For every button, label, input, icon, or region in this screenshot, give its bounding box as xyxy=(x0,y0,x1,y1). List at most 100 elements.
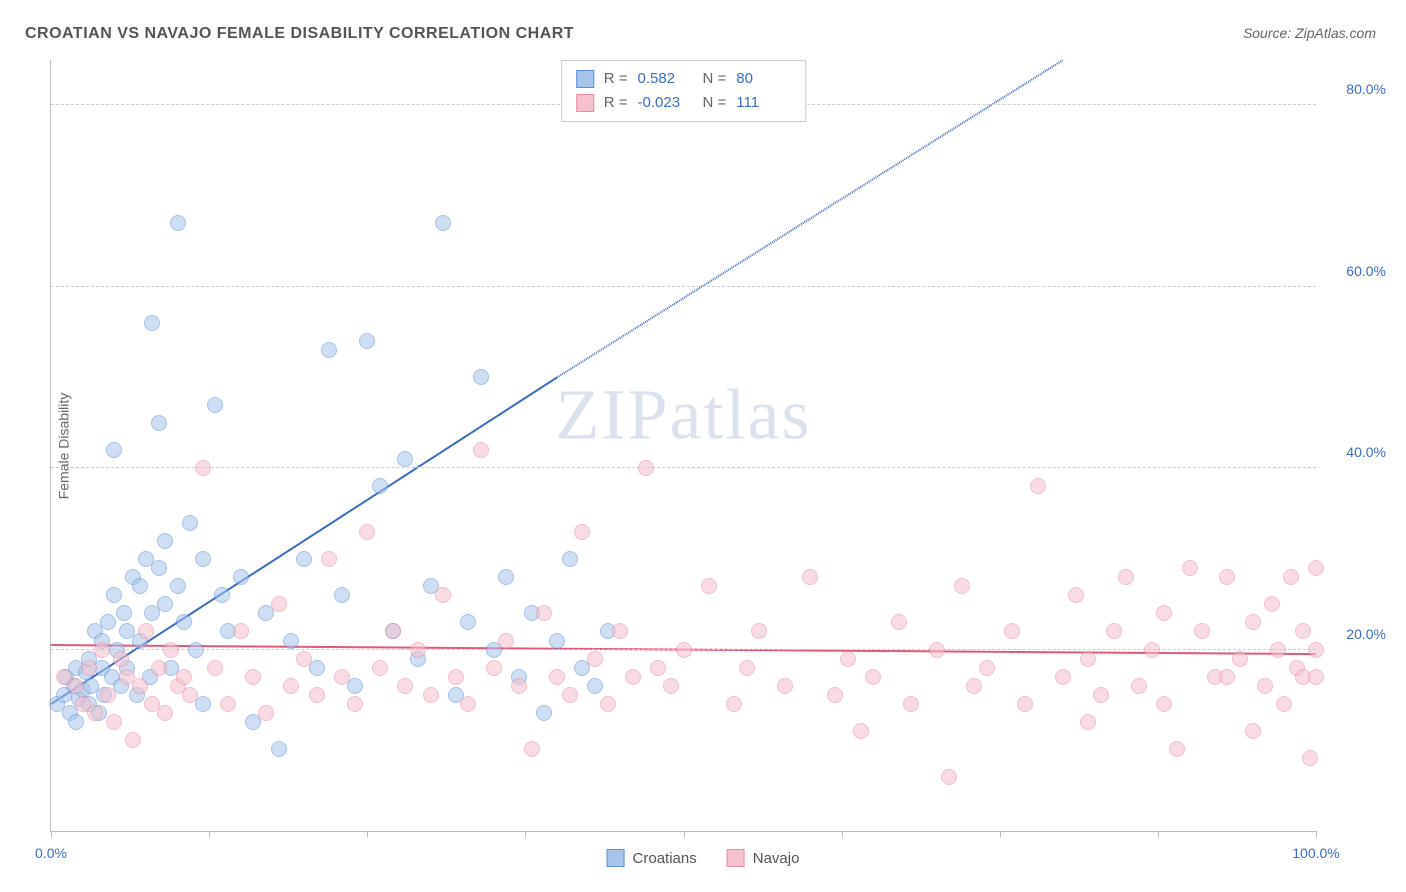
data-point xyxy=(106,442,122,458)
swatch-croatians xyxy=(576,70,594,88)
data-point xyxy=(321,551,337,567)
source-label: Source: ZipAtlas.com xyxy=(1243,25,1376,41)
y-tick-label: 20.0% xyxy=(1326,626,1386,642)
data-point xyxy=(562,551,578,567)
data-point xyxy=(1156,696,1172,712)
data-point xyxy=(1257,678,1273,694)
data-point xyxy=(853,723,869,739)
data-point xyxy=(176,669,192,685)
data-point xyxy=(1308,669,1324,685)
data-point xyxy=(188,642,204,658)
data-point xyxy=(1017,696,1033,712)
data-point xyxy=(132,678,148,694)
x-tick xyxy=(51,831,52,837)
legend-label-croatians: Croatians xyxy=(633,850,697,867)
data-point xyxy=(1219,569,1235,585)
x-tick xyxy=(525,831,526,837)
data-point xyxy=(397,678,413,694)
data-point xyxy=(777,678,793,694)
data-point xyxy=(151,415,167,431)
data-point xyxy=(170,578,186,594)
data-point xyxy=(941,769,957,785)
data-point xyxy=(347,696,363,712)
data-point xyxy=(1118,569,1134,585)
data-point xyxy=(359,524,375,540)
data-point xyxy=(524,741,540,757)
data-point xyxy=(587,678,603,694)
data-point xyxy=(600,696,616,712)
data-point xyxy=(1131,678,1147,694)
data-point xyxy=(207,660,223,676)
series-legend: Croatians Navajo xyxy=(607,849,800,867)
data-point xyxy=(1093,687,1109,703)
data-point xyxy=(840,651,856,667)
n-value-croatians: 80 xyxy=(736,67,791,91)
data-point xyxy=(94,642,110,658)
data-point xyxy=(1245,723,1261,739)
data-point xyxy=(144,315,160,331)
data-point xyxy=(979,660,995,676)
data-point xyxy=(650,660,666,676)
data-point xyxy=(574,524,590,540)
data-point xyxy=(460,614,476,630)
n-label: N = xyxy=(703,67,727,91)
data-point xyxy=(321,342,337,358)
data-point xyxy=(536,605,552,621)
data-point xyxy=(100,687,116,703)
regression-lines-layer xyxy=(51,60,1316,831)
data-point xyxy=(176,614,192,630)
legend-item-croatians: Croatians xyxy=(607,849,697,867)
data-point xyxy=(1004,623,1020,639)
data-point xyxy=(1030,478,1046,494)
r-label: R = xyxy=(604,67,628,91)
chart-title: CROATIAN VS NAVAJO FEMALE DISABILITY COR… xyxy=(25,25,574,43)
data-point xyxy=(638,460,654,476)
data-point xyxy=(138,623,154,639)
data-point xyxy=(460,696,476,712)
data-point xyxy=(1080,651,1096,667)
swatch-navajo xyxy=(576,94,594,112)
data-point xyxy=(1068,587,1084,603)
data-point xyxy=(1295,623,1311,639)
data-point xyxy=(271,741,287,757)
data-point xyxy=(549,669,565,685)
data-point xyxy=(865,669,881,685)
data-point xyxy=(106,714,122,730)
data-point xyxy=(1302,750,1318,766)
x-tick-label: 100.0% xyxy=(1292,845,1339,861)
data-point xyxy=(132,578,148,594)
y-tick-label: 80.0% xyxy=(1326,81,1386,97)
y-tick-label: 60.0% xyxy=(1326,263,1386,279)
data-point xyxy=(157,596,173,612)
legend-label-navajo: Navajo xyxy=(753,850,800,867)
data-point xyxy=(157,533,173,549)
data-point xyxy=(726,696,742,712)
data-point xyxy=(182,687,198,703)
data-point xyxy=(271,596,287,612)
data-point xyxy=(81,660,97,676)
data-point xyxy=(511,678,527,694)
data-point xyxy=(283,678,299,694)
data-point xyxy=(309,687,325,703)
swatch-navajo xyxy=(727,849,745,867)
r-value-navajo: -0.023 xyxy=(638,91,693,115)
data-point xyxy=(676,642,692,658)
data-point xyxy=(182,515,198,531)
data-point xyxy=(385,623,401,639)
data-point xyxy=(739,660,755,676)
data-point xyxy=(486,660,502,676)
data-point xyxy=(245,669,261,685)
data-point xyxy=(170,215,186,231)
y-tick-label: 40.0% xyxy=(1326,444,1386,460)
n-label: N = xyxy=(703,91,727,115)
n-value-navajo: 111 xyxy=(736,91,791,115)
data-point xyxy=(663,678,679,694)
swatch-croatians xyxy=(607,849,625,867)
x-tick xyxy=(842,831,843,837)
data-point xyxy=(195,460,211,476)
data-point xyxy=(410,642,426,658)
gridline xyxy=(51,286,1316,287)
data-point xyxy=(1182,560,1198,576)
data-point xyxy=(1232,651,1248,667)
data-point xyxy=(1276,696,1292,712)
